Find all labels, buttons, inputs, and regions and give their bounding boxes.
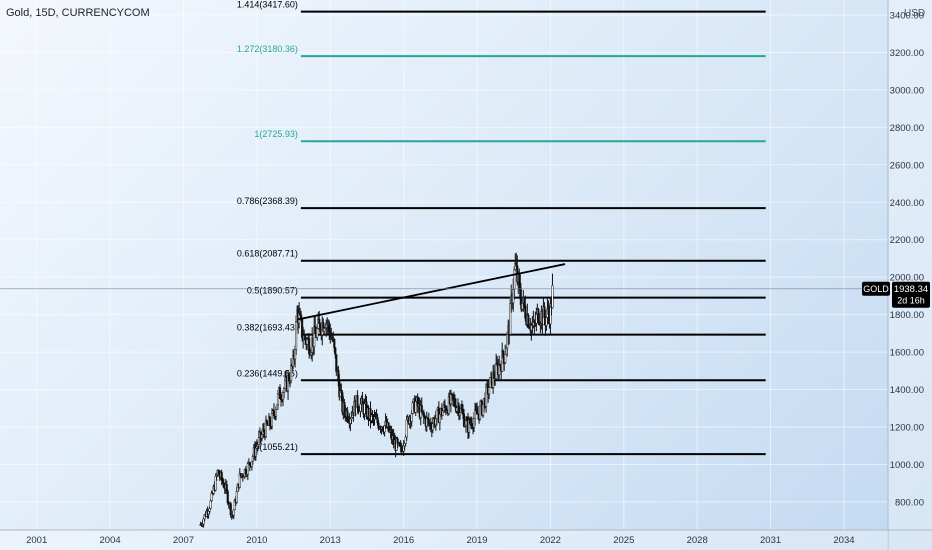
fib-level-label: 0(1055.21) [254,442,298,452]
candle-body [414,401,417,413]
price-tick-label: 800.00 [895,497,924,508]
price-tick-label: 2000.00 [890,273,924,284]
price-tag-value: 1938.34 [894,284,928,295]
fib-level-label: 0.5(1890.57) [247,286,298,296]
price-tick-label: 1000.00 [890,460,924,471]
candle-body [295,321,298,350]
price-tick-label: 2400.00 [890,198,924,209]
symbol-tag-bg [862,281,890,296]
candle-body [513,269,516,290]
fib-level-label: 0.618(2087.71) [237,249,298,259]
fib-level-label: 0.786(2368.39) [237,196,298,206]
price-tick-label: 3000.00 [890,85,924,96]
time-tick-label: 2028 [687,535,708,546]
symbol-tag-label: GOLD [863,284,889,294]
candle-body [235,491,238,503]
price-tick-label: 1200.00 [890,422,924,433]
fib-level-label: 1.272(3180.36) [237,44,298,54]
candle-body [405,419,408,438]
fib-level-label: 0.236(1449.56) [237,368,298,378]
candle-body [229,503,232,516]
fibonacci-levels[interactable]: 1.414(3417.60) 1.272(3180.36) 1(2725.93) 0.… [237,0,766,456]
price-tick-label: 3400.00 [890,10,924,21]
time-tick-label: 2031 [760,535,781,546]
time-tick-label: 2022 [540,535,561,546]
candle-body [551,285,554,308]
time-tick-label: 2010 [246,535,267,546]
price-tick-label: 3200.00 [890,48,924,59]
time-tick-label: 2001 [26,535,47,546]
candlestick-series [199,252,554,528]
candle-body [334,347,337,355]
price-tick-label: 1800.00 [890,310,924,321]
price-tick-label: 1400.00 [890,385,924,396]
vertical-gridlines [36,0,845,530]
time-axis-panel [0,530,888,550]
time-tick-label: 2004 [100,535,121,546]
trendline-segment [298,263,566,321]
time-tick-label: 2034 [833,535,854,546]
time-tick-label: 2007 [173,535,194,546]
time-tick-label: 2019 [466,535,487,546]
fib-level-label: 1.414(3417.60) [237,0,298,10]
price-axis-panel [888,0,932,550]
candle-body [488,387,491,395]
time-tick-label: 2013 [320,535,341,546]
candle-body [420,405,423,413]
candle-body [333,338,336,349]
currency-label: USD [904,8,926,19]
candle-body [274,409,278,417]
trendline[interactable] [298,263,566,321]
time-tick-label: 2025 [613,535,634,546]
fib-level-label: 1(2725.93) [254,129,298,139]
price-axis[interactable]: 3400.00 3200.00 3000.00 2800.00 2600.00 2400.… [887,0,932,550]
fib-level-label: 0.382(1693.43) [237,323,298,333]
price-tick-label: 1600.00 [890,348,924,359]
horizontal-gridlines [0,14,888,503]
price-tag-countdown: 2d 16h [897,296,925,306]
candle-body [504,354,507,363]
price-tick-label: 2800.00 [890,123,924,134]
price-tick-label: 2200.00 [890,235,924,246]
price-tick-label: 2600.00 [890,160,924,171]
candle-body [232,509,235,516]
candle-body [502,350,505,359]
candle-body [435,409,438,420]
time-tick-label: 2016 [393,535,414,546]
symbol-title: Gold, 15D, CURRENCYCOM [6,7,150,19]
price-tag-bg [892,281,930,308]
time-axis[interactable]: 2001 2004 2007 2010 2013 2016 2019 2022 2025 2028… [0,529,932,550]
